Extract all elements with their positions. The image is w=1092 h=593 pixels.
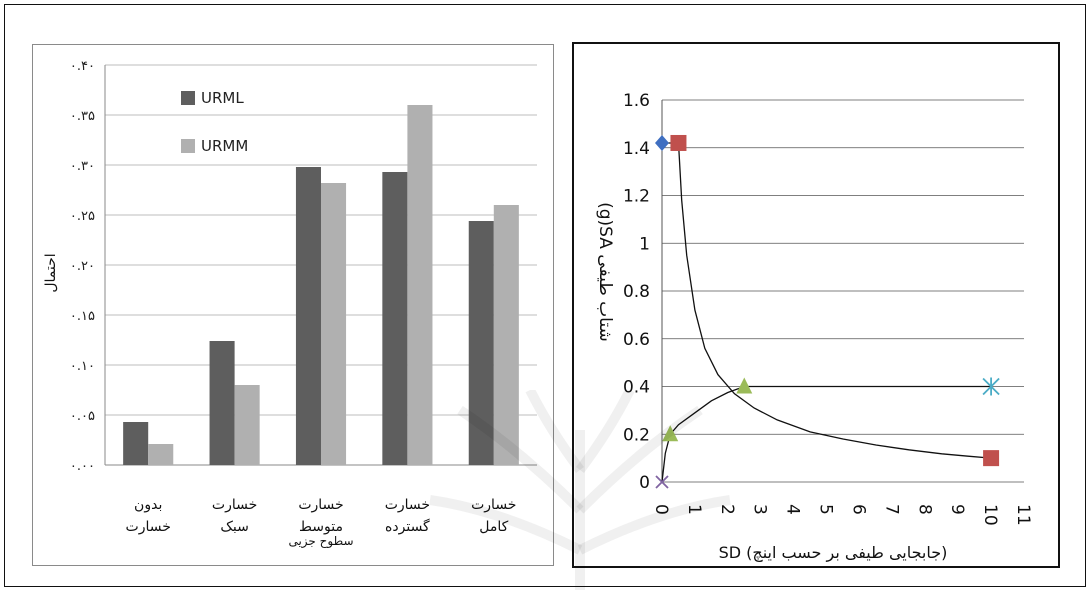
x-category-label: متوسط <box>299 519 343 535</box>
x-tick-label: 5 <box>816 504 836 515</box>
x-tick-label: 9 <box>947 504 967 515</box>
y-tick-label: 1.2 <box>623 187 650 207</box>
x-category-label: گسترده <box>385 518 430 535</box>
y-tick-label: 0.8 <box>623 282 650 302</box>
bar-chart: ۰.۰۰ ۰.۰۵ ۰.۱۰ ۰.۱۵ ۰.۲۰ ۰.۲۵ ۰.۳۰ ۰.۳۵ ۰.۴۰ احتم… <box>43 59 537 549</box>
x-category-label: کامل <box>479 519 508 535</box>
bar-urml <box>209 341 235 465</box>
x-tick-label: 6 <box>848 504 868 515</box>
y-axis-label: (g)SA شتاب طیفی <box>595 202 615 342</box>
bar-urml <box>468 221 494 465</box>
y-tick-label: ۰.۳۵ <box>70 109 95 124</box>
bar-urmm <box>234 385 260 465</box>
x-marker <box>655 475 669 489</box>
y-tick-label: 0.2 <box>623 425 650 445</box>
x-tick-label: 4 <box>783 504 803 515</box>
bar-urmm <box>407 105 433 465</box>
x-category-label: سطوح جزیی <box>288 534 353 549</box>
x-tick-label: 7 <box>881 504 901 515</box>
x-category-label: خسارت <box>471 497 516 513</box>
square-marker <box>983 450 1000 467</box>
legend-swatch-urml <box>181 91 195 105</box>
x-category-label: سبک <box>220 519 249 535</box>
y-tick-label: 1.4 <box>623 139 650 159</box>
bar-urmm <box>493 205 519 465</box>
y-tick-label: ۰.۱۰ <box>70 359 95 374</box>
x-category-label: خسارت <box>385 497 430 513</box>
y-tick-label: 0 <box>639 473 650 493</box>
x-tick-label: 10 <box>980 504 1000 526</box>
x-tick-label: 1 <box>684 504 704 515</box>
y-tick-label: ۰.۴۰ <box>70 59 95 74</box>
legend-label-urmm: URMM <box>201 137 248 155</box>
y-tick-label: ۰.۰۰ <box>70 459 95 474</box>
bar-urml <box>382 172 408 465</box>
x-tick-label: 11 <box>1013 504 1033 526</box>
y-tick-label: ۰.۳۰ <box>70 159 95 174</box>
y-tick-label: ۰.۱۵ <box>70 309 95 324</box>
capacity-curve-chart: 0 0.2 0.4 0.6 0.8 1 1.2 1.4 1.6 0 1 2 3 4 5 6 7 8 9 10 11 SD … <box>595 91 1033 563</box>
y-tick-label: 1.6 <box>623 91 650 111</box>
x-category-label: خسارت <box>126 519 171 535</box>
bar-urml <box>295 167 321 465</box>
x-tick-label: 2 <box>717 504 737 515</box>
y-tick-label: ۰.۲۰ <box>70 259 95 274</box>
capacity-curve-panel: 0 0.2 0.4 0.6 0.8 1 1.2 1.4 1.6 0 1 2 3 4 5 6 7 8 9 10 11 SD … <box>572 42 1060 568</box>
y-tick-label: 0.6 <box>623 330 650 350</box>
x-tick-label: 3 <box>750 504 770 515</box>
curve-demand <box>677 142 992 459</box>
y-axis-label: احتمال <box>43 253 59 292</box>
y-tick-label: 0.4 <box>623 378 650 398</box>
bar-urmm <box>321 183 347 465</box>
bar-urmm <box>148 444 174 465</box>
triangle-marker <box>736 377 753 394</box>
legend-label-urml: URML <box>201 89 244 107</box>
bar-urml <box>123 422 149 465</box>
square-marker <box>670 134 687 151</box>
x-category-label: خسارت <box>298 497 343 513</box>
x-category-label: بدون <box>134 497 162 513</box>
y-tick-label: 1 <box>639 234 650 254</box>
x-axis-label: SD (جابجایی طیفی بر حسب اینچ) <box>719 543 948 563</box>
triangle-marker <box>662 425 679 442</box>
x-tick-label: 0 <box>651 504 671 515</box>
bar-chart-panel: ۰.۰۰ ۰.۰۵ ۰.۱۰ ۰.۱۵ ۰.۲۰ ۰.۲۵ ۰.۳۰ ۰.۳۵ ۰.۴۰ احتم… <box>32 44 554 566</box>
legend-swatch-urmm <box>181 139 195 153</box>
asterisk-marker <box>982 377 1000 396</box>
x-category-label: خسارت <box>212 497 257 513</box>
diamond-marker <box>655 134 669 151</box>
y-tick-label: ۰.۲۵ <box>70 209 95 224</box>
y-tick-label: ۰.۰۵ <box>70 409 95 424</box>
x-tick-label: 8 <box>914 504 934 515</box>
